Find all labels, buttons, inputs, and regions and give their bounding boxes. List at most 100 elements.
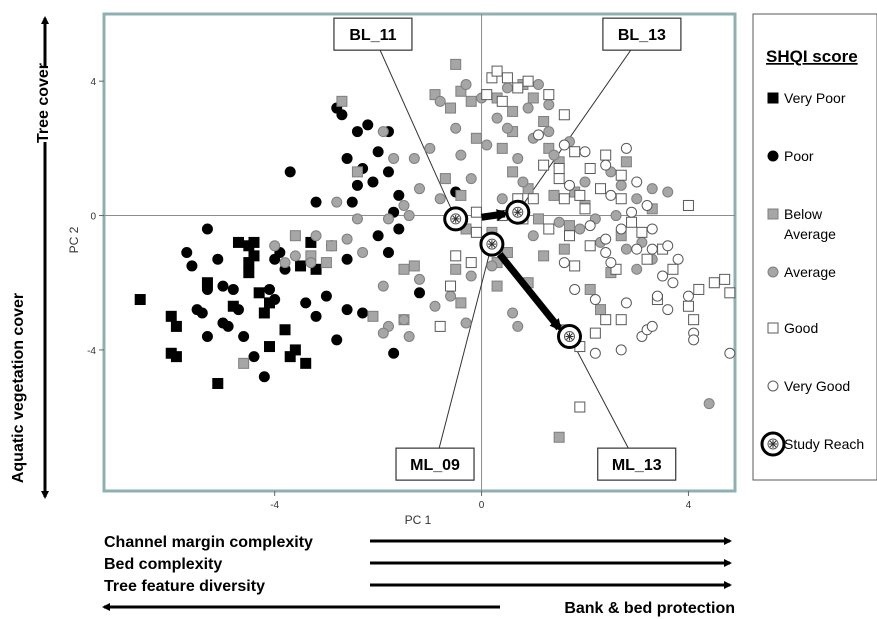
point-average (507, 307, 519, 319)
point-good (724, 287, 736, 299)
legend-label: Poor (784, 148, 814, 164)
study-reach-label: ML_13 (597, 447, 677, 481)
point-good (600, 149, 612, 161)
point-poor (258, 371, 270, 383)
point-below-average (238, 357, 250, 369)
point-good (563, 230, 575, 242)
y-tick-label: 0 (90, 212, 96, 223)
point-average (398, 314, 410, 326)
point-good (569, 260, 581, 272)
point-average (351, 213, 363, 225)
point-below-average (584, 283, 596, 295)
point-average (620, 243, 632, 255)
point-average (615, 179, 627, 191)
point-good (600, 314, 612, 326)
point-average (465, 173, 477, 185)
legend-label-cont: Average (784, 226, 836, 242)
y-axis-label: PC 2 (67, 226, 81, 253)
legend-label: Average (784, 264, 836, 280)
point-average (527, 230, 539, 242)
point-poor (201, 223, 213, 235)
point-very-poor (264, 341, 276, 353)
legend-item: Very Good (767, 378, 850, 394)
point-average (279, 257, 291, 269)
point-very-good (651, 290, 663, 302)
point-average (491, 112, 503, 124)
point-poor (269, 294, 281, 306)
point-average (434, 95, 446, 107)
point-good (553, 173, 565, 185)
point-very-poor (170, 320, 182, 332)
legend-item: Study Reach (760, 431, 864, 457)
point-very-good (600, 233, 612, 245)
point-good (543, 89, 555, 101)
point-poor (351, 179, 363, 191)
point-good (584, 163, 596, 175)
point-very-good (667, 277, 679, 289)
leader-line (569, 336, 638, 465)
point-below-average (620, 156, 632, 168)
point-poor (217, 280, 229, 292)
point-poor (222, 320, 234, 332)
point-average (414, 273, 425, 285)
point-good (615, 193, 627, 205)
point-good (682, 300, 694, 312)
point-good (626, 216, 638, 228)
legend-box (752, 13, 877, 481)
point-average (388, 152, 400, 164)
point-very-good (615, 344, 627, 356)
legend-marker (767, 380, 779, 392)
legend-marker (767, 92, 779, 104)
point-poor (269, 253, 281, 265)
point-below-average (455, 189, 467, 201)
point-poor (186, 260, 198, 272)
point-average (357, 247, 369, 258)
point-average (377, 327, 389, 339)
legend-label: Below (784, 206, 823, 222)
point-below-average (595, 304, 607, 316)
point-poor (372, 146, 384, 158)
point-very-good (662, 304, 674, 316)
point-good (450, 250, 462, 262)
y-annotation-down: Aquatic vegetation cover (10, 293, 27, 483)
point-very-good (688, 334, 700, 346)
point-poor (351, 126, 363, 138)
point-good (708, 277, 720, 289)
point-very-good (589, 347, 601, 359)
point-good (667, 263, 679, 275)
legend-label: Very Poor (784, 90, 846, 106)
point-good (543, 223, 555, 235)
point-poor (181, 247, 193, 258)
point-very-poor (248, 236, 260, 248)
point-good (693, 283, 705, 295)
point-very-good (682, 290, 694, 302)
point-average (610, 210, 622, 222)
point-average (460, 79, 472, 91)
point-average (532, 79, 544, 91)
point-below-average (538, 250, 550, 262)
point-good (470, 206, 482, 218)
study-reach-label: BL_11 (333, 17, 413, 51)
point-average (543, 126, 555, 138)
point-very-good (569, 283, 581, 295)
point-average (501, 82, 513, 94)
point-poor (320, 290, 332, 302)
point-very-poor (279, 324, 291, 336)
y-tick-label: -4 (87, 346, 96, 357)
point-very-good (589, 294, 601, 306)
point-very-poor (289, 344, 301, 356)
point-good (615, 169, 627, 181)
point-average (377, 280, 389, 292)
legend-item: Good (767, 320, 818, 336)
point-poor (336, 109, 348, 121)
x-tick-label: -4 (270, 500, 279, 511)
study-reach-label: BL_13 (602, 17, 682, 51)
x-annotation-label: Tree feature diversity (104, 578, 265, 595)
svg-text:ML_13: ML_13 (612, 457, 662, 474)
point-below-average (445, 102, 457, 114)
point-average (486, 260, 498, 272)
point-below-average (439, 173, 451, 185)
point-poor (341, 304, 353, 316)
point-average (543, 99, 555, 111)
leader-line (372, 33, 457, 220)
